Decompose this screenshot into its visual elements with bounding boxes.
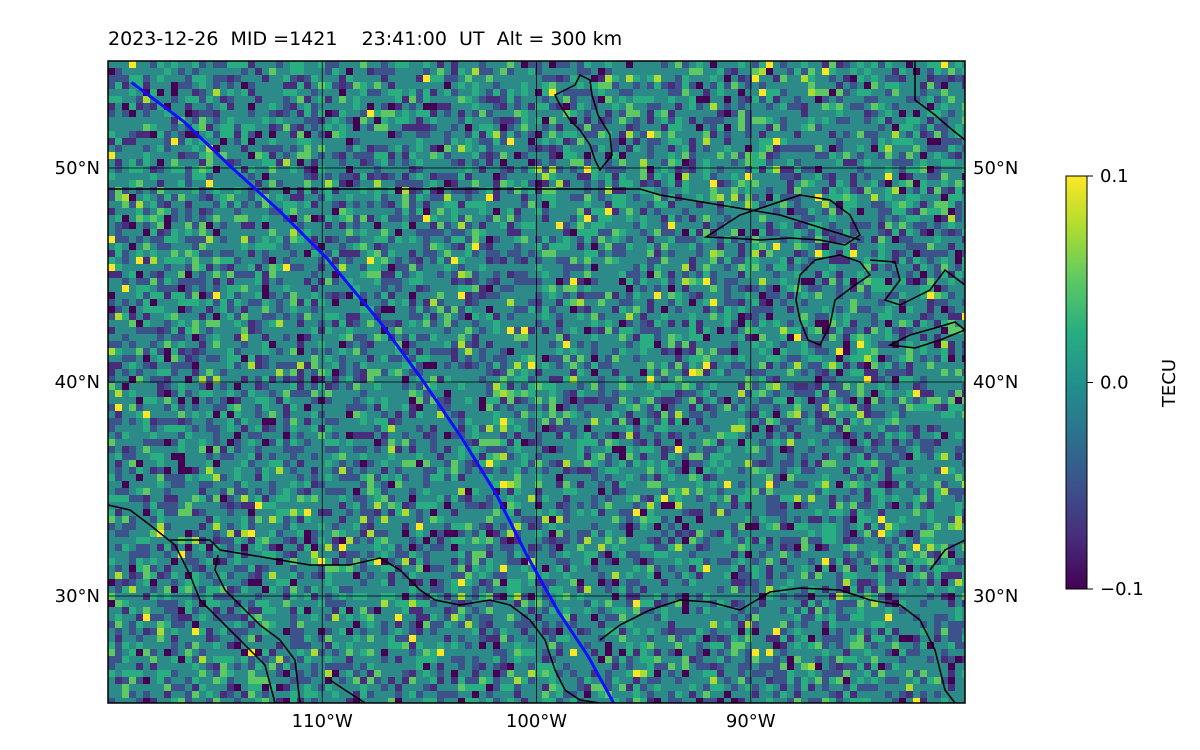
colorbar-tick-label: 0.1 xyxy=(1100,166,1129,187)
colorbar-ticks: 0.1 0.0 −0.1 xyxy=(1087,166,1144,600)
map-title: 2023-12-26 MID =1421 23:41:00 UT Alt = 3… xyxy=(108,28,623,50)
lat-label-right: 50°N xyxy=(973,158,1018,179)
satellite-track xyxy=(130,81,615,703)
tec-heatmap xyxy=(108,61,965,703)
lat-label-left: 50°N xyxy=(55,158,100,179)
lat-label-left: 30°N xyxy=(55,586,100,607)
lat-label-right: 40°N xyxy=(973,372,1018,393)
lon-label: 90°W xyxy=(726,711,776,732)
lat-label-left: 40°N xyxy=(55,372,100,393)
map-frame xyxy=(107,60,966,704)
graticule xyxy=(108,61,965,703)
lat-label-right: 30°N xyxy=(973,586,1018,607)
longitude-labels: 110°W 100°W 90°W xyxy=(292,711,776,732)
colorbar-label: TECU xyxy=(1159,359,1180,408)
latitude-labels: 30°N 30°N 40°N 40°N 50°N 50°N xyxy=(55,158,1019,607)
colorbar-tick-label: −0.1 xyxy=(1100,579,1144,600)
colorbar-tick-label: 0.0 xyxy=(1100,373,1129,394)
coastlines xyxy=(108,61,965,703)
lon-label: 100°W xyxy=(506,711,567,732)
colorbar xyxy=(1065,175,1088,590)
lon-label: 110°W xyxy=(292,711,353,732)
